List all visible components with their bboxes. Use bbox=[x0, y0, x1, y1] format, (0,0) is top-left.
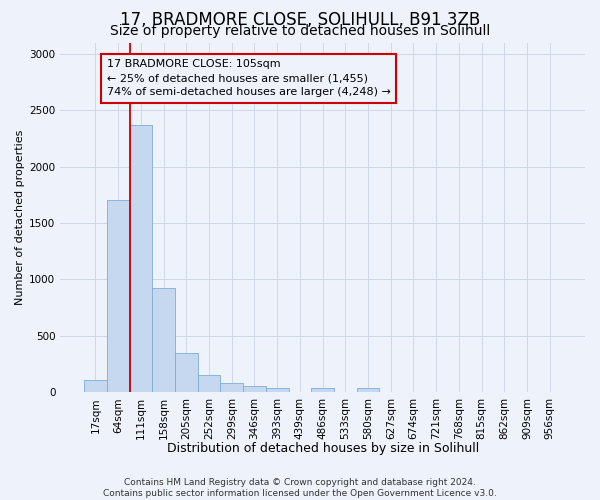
X-axis label: Distribution of detached houses by size in Solihull: Distribution of detached houses by size … bbox=[167, 442, 479, 455]
Text: 17, BRADMORE CLOSE, SOLIHULL, B91 3ZB: 17, BRADMORE CLOSE, SOLIHULL, B91 3ZB bbox=[120, 11, 480, 29]
Bar bbox=[357, 388, 379, 392]
Y-axis label: Number of detached properties: Number of detached properties bbox=[15, 130, 25, 305]
Text: 17 BRADMORE CLOSE: 105sqm
← 25% of detached houses are smaller (1,455)
74% of se: 17 BRADMORE CLOSE: 105sqm ← 25% of detac… bbox=[107, 60, 391, 98]
Bar bbox=[243, 386, 266, 392]
Bar bbox=[266, 388, 289, 392]
Bar bbox=[152, 288, 175, 392]
Bar bbox=[130, 125, 152, 392]
Bar bbox=[84, 380, 107, 392]
Bar bbox=[311, 388, 334, 392]
Text: Contains HM Land Registry data © Crown copyright and database right 2024.
Contai: Contains HM Land Registry data © Crown c… bbox=[103, 478, 497, 498]
Bar bbox=[107, 200, 130, 392]
Bar bbox=[198, 376, 220, 392]
Text: Size of property relative to detached houses in Solihull: Size of property relative to detached ho… bbox=[110, 24, 490, 38]
Bar bbox=[175, 352, 198, 392]
Bar bbox=[220, 383, 243, 392]
